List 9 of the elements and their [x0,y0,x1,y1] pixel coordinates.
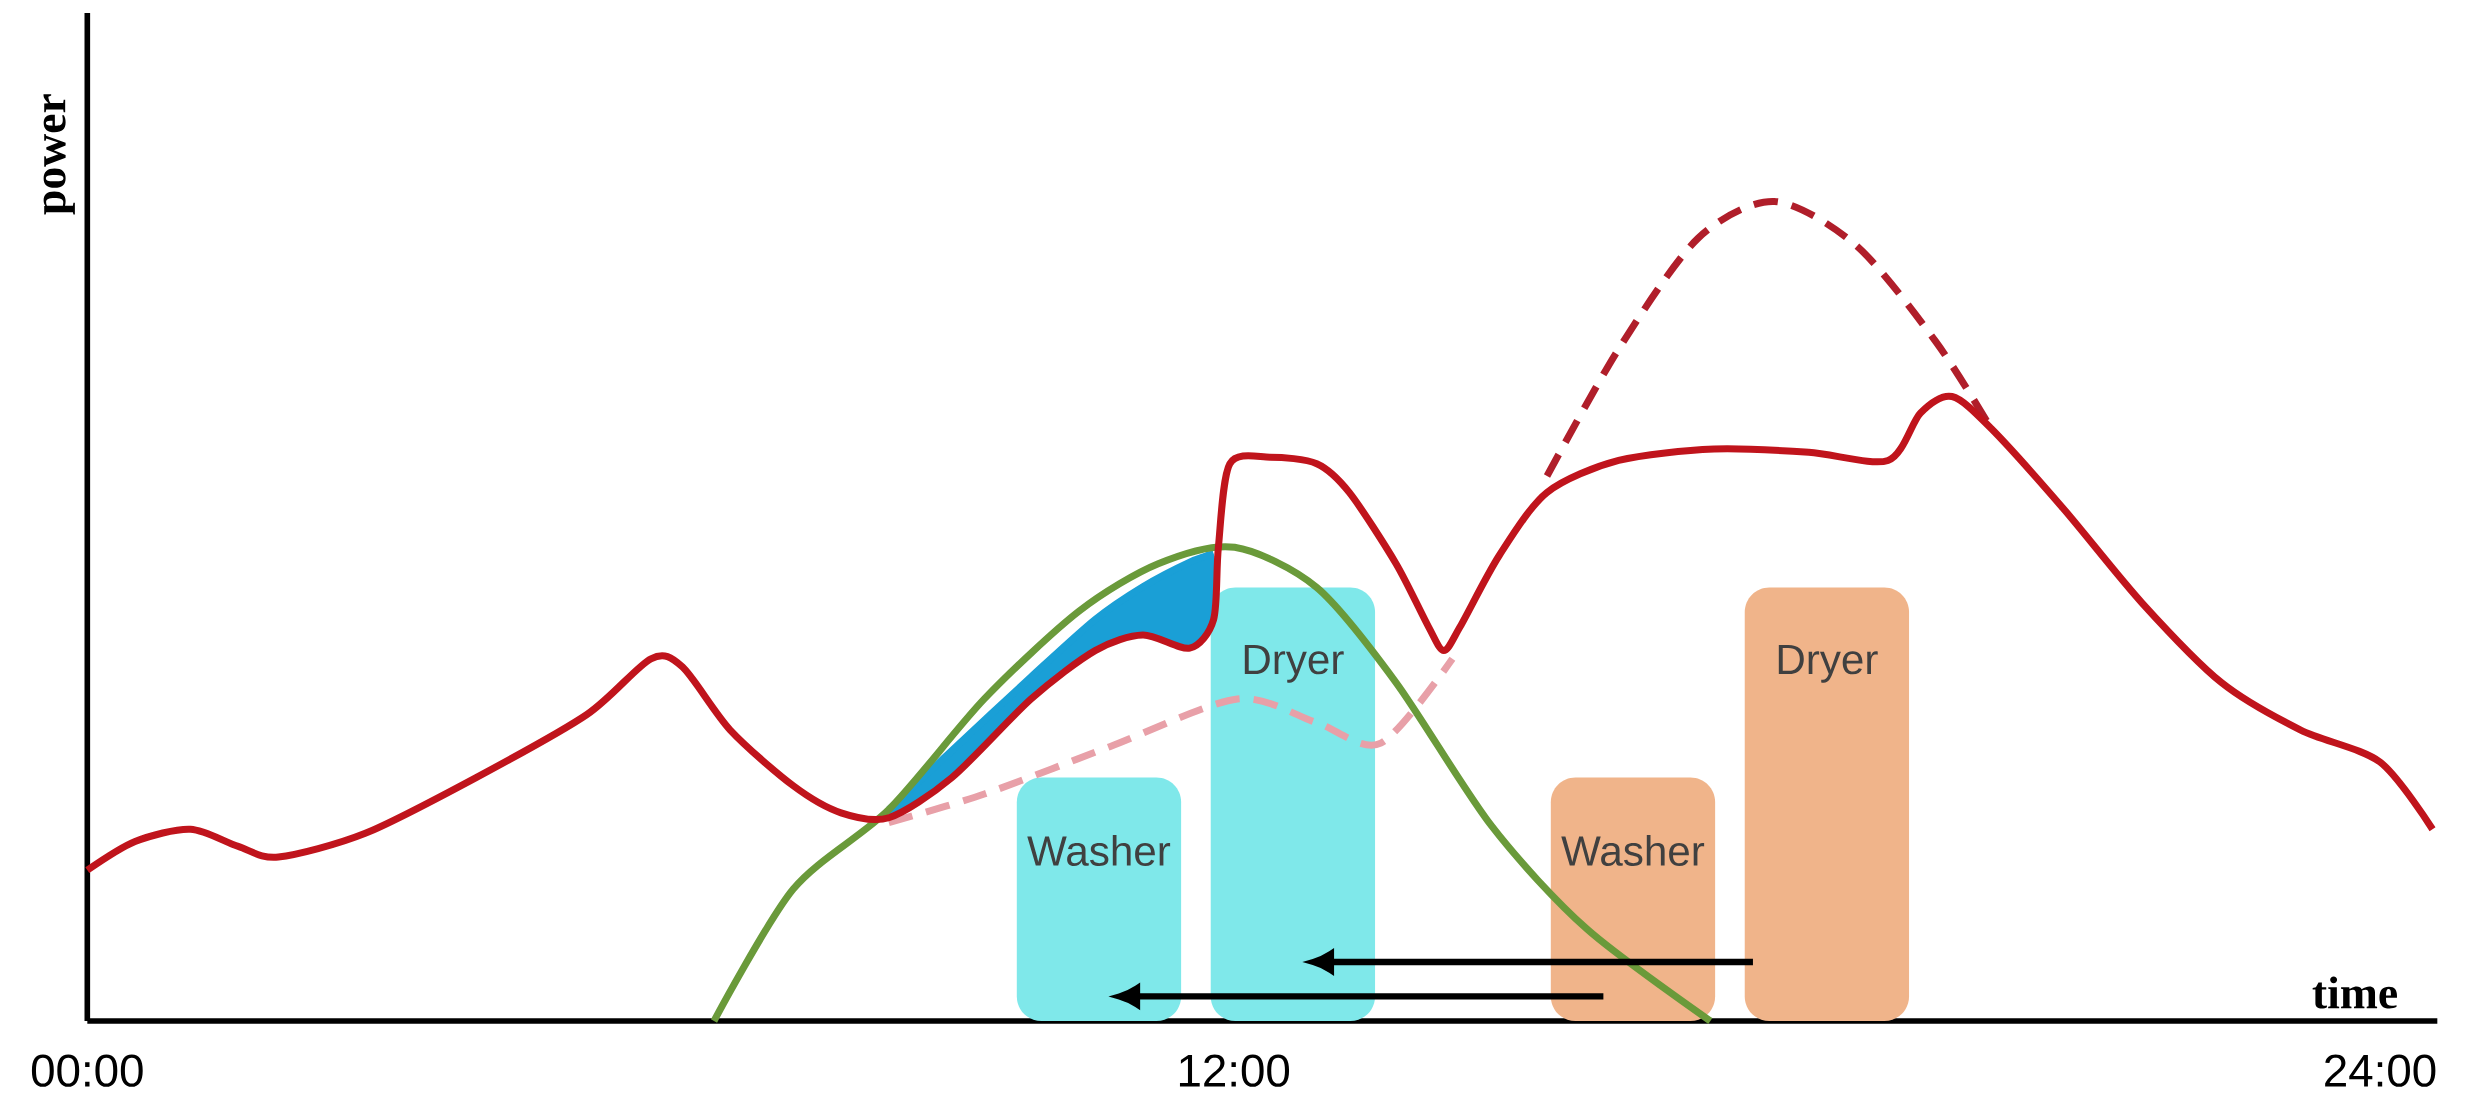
x-tick-label: 24:00 [2325,1054,2436,1087]
annotation: Dryer [1244,644,1344,683]
annotation: Washer [1027,835,1171,866]
x-tick-label: 00:00 [31,1054,143,1087]
x-tick-label: 12:00 [1179,1054,1290,1087]
x-axis-title: time [2312,976,2397,1009]
y-axis-title: power [43,94,75,215]
annotation: Washer [1561,835,1705,866]
annotation: Dryer [1778,644,1878,683]
